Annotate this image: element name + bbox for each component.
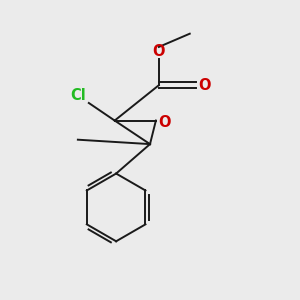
Text: O: O [198, 78, 211, 93]
Text: O: O [158, 115, 171, 130]
Text: O: O [153, 44, 165, 59]
Text: Cl: Cl [70, 88, 86, 103]
